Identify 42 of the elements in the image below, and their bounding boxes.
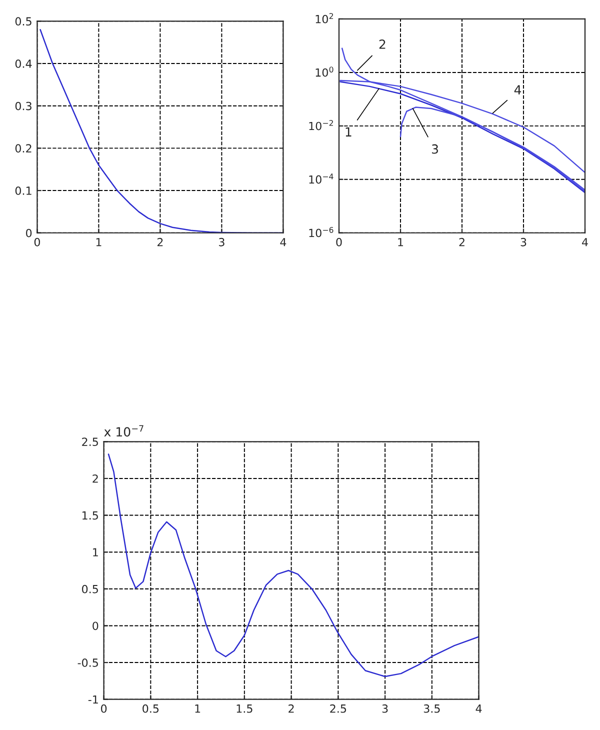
x-tick-label: 2.5: [330, 704, 346, 713]
x-tick-label: 3.5: [424, 704, 440, 713]
x-tick-label: 2: [288, 704, 294, 713]
annotation: 2: [379, 40, 386, 49]
y-tick-label: -0.5: [78, 658, 98, 667]
x-tick-label: 4: [582, 238, 588, 246]
x-tick-label: 3: [520, 238, 526, 246]
x-tick-label: 1.5: [236, 704, 252, 713]
y-tick-label: 1.5: [82, 511, 98, 520]
x-tick-label: 3: [219, 238, 224, 246]
x-tick-label: 4: [280, 238, 286, 246]
y-tick-label: 0: [26, 228, 32, 238]
y-tick-label: 10$^{2}$: [316, 13, 333, 24]
y-tick-label: 10$^{0}$: [316, 66, 334, 77]
y-tick-label: -1: [88, 695, 98, 704]
y-tick-label: 0.3: [15, 102, 32, 110]
x-tick-label: 2: [459, 238, 464, 246]
x-tick-label: 1: [195, 704, 200, 713]
y-tick-label: 1: [93, 548, 98, 556]
x-tick-label: 4: [476, 704, 482, 713]
x-tick-label: 0: [101, 704, 107, 713]
y-tick-label: 0.4: [15, 59, 32, 68]
y-tick-label: 0.2: [15, 144, 32, 153]
y-tick-label: 2.5: [82, 438, 98, 446]
x-tick-label: 1: [398, 238, 404, 246]
y-tick-label: 10$^{−6}$: [309, 226, 334, 238]
x-tick-label: 2: [157, 238, 163, 246]
y-tick-label: 2: [92, 474, 98, 483]
annotation: 1: [346, 127, 352, 136]
y-tick-label: 0: [92, 622, 98, 630]
x-tick-label: 3: [382, 704, 388, 713]
y-tick-label: 10$^{−4}$: [309, 174, 334, 184]
annotation: 4: [514, 85, 522, 94]
x-tick-label: 0: [34, 238, 40, 246]
x-tick-label: 0.5: [142, 704, 159, 713]
y-tick-label: 0.5: [15, 17, 32, 26]
y-tick-label: 0.1: [15, 186, 32, 195]
annotation: 3: [432, 144, 438, 154]
y-tick-label: 0.5: [82, 584, 98, 594]
text: x 10$^{−7}$: [104, 425, 144, 437]
y-tick-label: 10$^{−2}$: [309, 120, 333, 130]
x-tick-label: 0: [336, 238, 342, 246]
